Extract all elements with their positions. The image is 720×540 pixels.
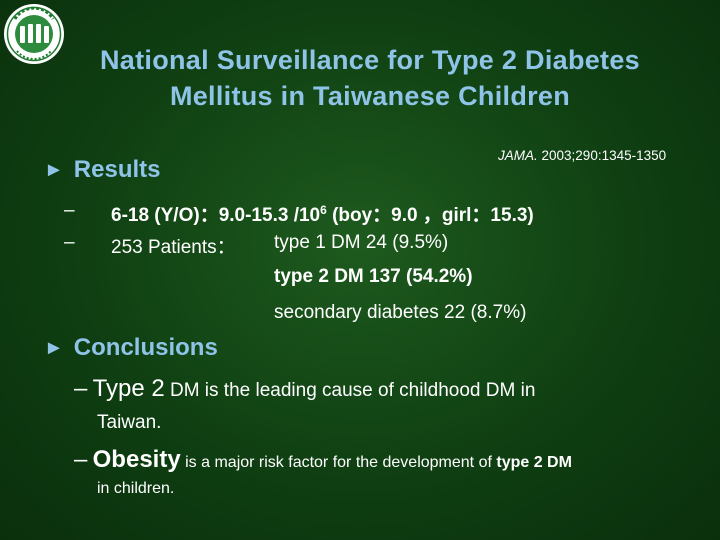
citation-reference: 2003;290:1345-1350 xyxy=(537,148,667,163)
conclusion-1-text: DM is the leading cause of childhood DM … xyxy=(164,380,536,401)
results-heading-text: Results xyxy=(73,156,161,183)
title-line-1: National Surveillance for Type 2 Diabete… xyxy=(100,45,640,75)
results-item-incidence: 6-18 (Y/O)：9.0-15.3 /106 (boy：9.0 ，girl：… xyxy=(111,200,534,227)
conclusion-2-emphasis: Obesity xyxy=(92,446,181,473)
journal-citation: JAMA. 2003;290:1345-1350 xyxy=(498,148,666,163)
results-dash-2: – xyxy=(64,232,75,253)
type2-dm-count: type 2 DM 137 (54.2%) xyxy=(274,266,473,287)
bullet-arrow-icon: ► xyxy=(44,158,64,181)
conclusion-1-continued: Taiwan. xyxy=(97,412,162,433)
patients-label: 253 Patients： xyxy=(111,237,236,258)
conclusion-2-continued: in children. xyxy=(97,480,175,497)
results-dash-1: – xyxy=(64,200,75,221)
slide-title: National Surveillance for Type 2 Diabete… xyxy=(40,42,700,114)
conclusion-1-emphasis: Type 2 xyxy=(92,375,165,402)
conclusions-heading: ► Conclusions xyxy=(44,334,218,362)
organization-logo xyxy=(4,4,64,64)
incidence-exponent: 6 xyxy=(320,203,327,217)
citation-journal: JAMA. xyxy=(498,148,538,163)
conclusion-2-bold-end: type 2 DM xyxy=(496,454,572,471)
conclusion-item-1: – Type 2 DM is the leading cause of chil… xyxy=(74,375,535,403)
secondary-diabetes-count: secondary diabetes 22 (8.7%) xyxy=(274,302,527,323)
conclusion-dash-2: – xyxy=(74,446,88,473)
conclusion-2-text: is a major risk factor for the developme… xyxy=(180,454,497,471)
title-line-2: Mellitus in Taiwanese Children xyxy=(169,81,571,111)
conclusion-item-2: – Obesity is a major risk factor for the… xyxy=(74,446,572,474)
results-heading: ► Results xyxy=(44,156,161,184)
incidence-text: 6-18 (Y/O)：9.0-15.3 /10 xyxy=(111,205,321,226)
bullet-arrow-icon: ► xyxy=(44,336,64,359)
incidence-by-sex: (boy：9.0 ，girl：15.3) xyxy=(326,205,534,226)
type1-dm-count: type 1 DM 24 (9.5%) xyxy=(274,232,449,253)
conclusion-dash-1: – xyxy=(74,375,88,402)
conclusions-heading-text: Conclusions xyxy=(73,334,218,361)
